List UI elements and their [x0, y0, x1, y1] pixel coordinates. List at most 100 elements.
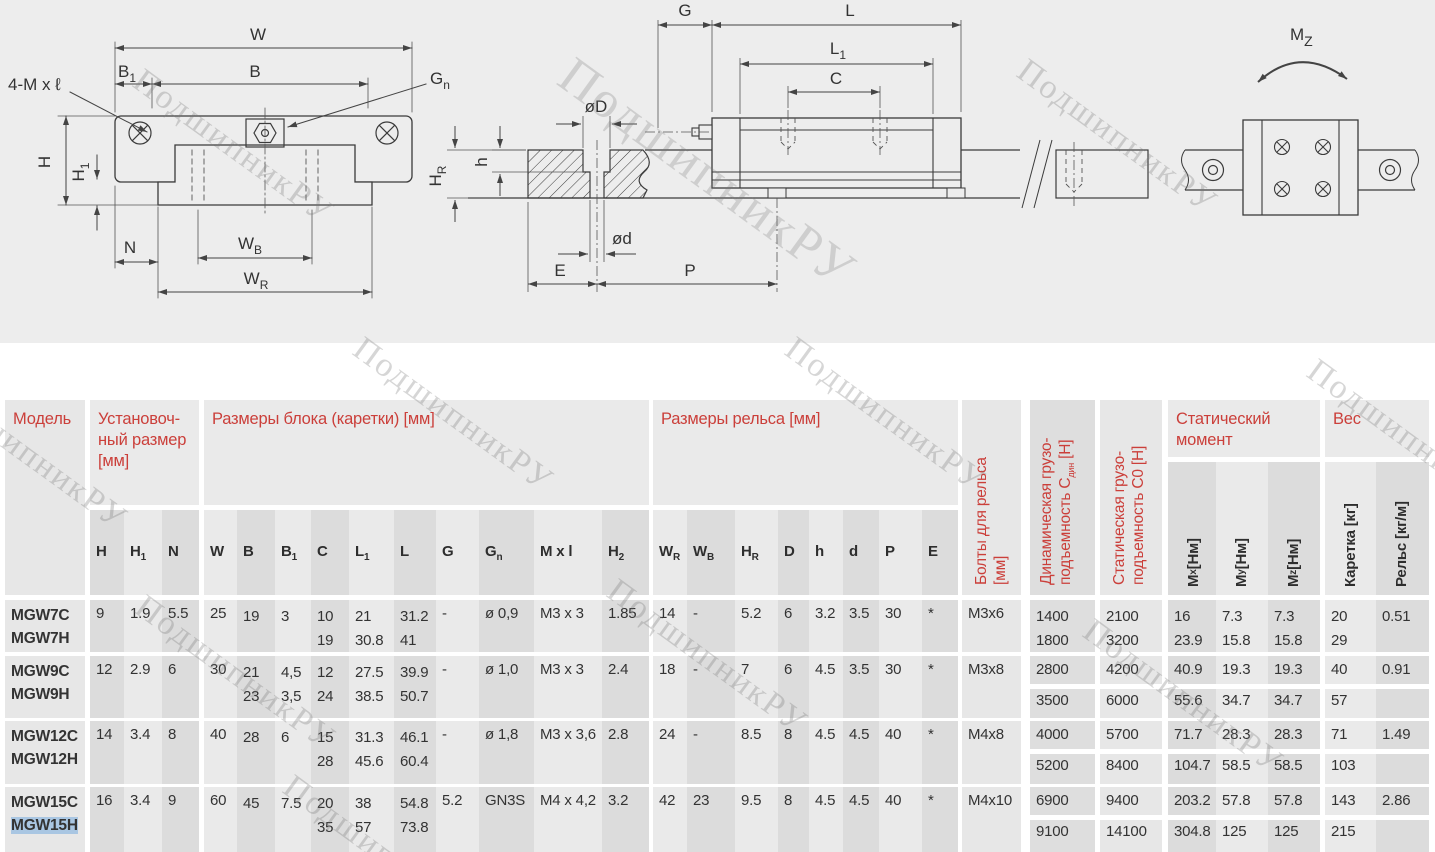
table-row: MGW7C MGW7H 9 1.9 5.5 25 19 3 10 19 21 30.8… — [0, 600, 1435, 652]
plan-view: MZ — [1181, 25, 1419, 216]
table-cell: 40.9 55.6 — [1168, 656, 1216, 718]
table-cell: 19.3 34.7 — [1268, 656, 1320, 718]
col-header-e: E — [922, 510, 958, 595]
table-cell: 40 — [204, 721, 237, 784]
table-cell: 40 57 — [1325, 656, 1376, 718]
table-cell: 23 — [687, 787, 735, 852]
side-view: G L L1 C øD h HR ød E P — [426, 1, 1149, 292]
dim-label-l: L — [845, 1, 854, 20]
table-cell: * — [922, 721, 958, 784]
dim-label-mz: MZ — [1290, 25, 1313, 49]
table-cell: 42 — [653, 787, 687, 852]
table-cell: 28 — [237, 721, 275, 784]
table-cell: * — [922, 600, 958, 652]
table-cell: * — [922, 656, 958, 718]
table-cell: 31.2 41 — [394, 600, 436, 652]
table-cell: M3 x 3 — [534, 656, 602, 718]
table-cell: 38 57 — [349, 787, 394, 852]
table-cell: M4x8 — [962, 721, 1021, 784]
dim-label-b: B — [249, 62, 260, 81]
table-cell: 8.5 — [735, 721, 778, 784]
col-header-rail-weight: Рельс [кг/м] — [1376, 462, 1429, 595]
col-group-moment: Статический момент — [1168, 400, 1320, 457]
table-row: MGW15C MGW15H 16 3.4 9 60 45 7.5 20 35 38 5… — [0, 787, 1435, 852]
table-row: MGW12C MGW12H 14 3.4 8 40 28 6 15 28 31.3 4… — [0, 721, 1435, 784]
col-header-mxl: M x l — [534, 510, 602, 595]
front-view: W B1 B Gn 4-M x ℓ H H1 N WB WR — [8, 25, 450, 299]
dim-label-d-small: ød — [612, 229, 632, 248]
screw-icon — [1273, 138, 1332, 198]
col-header-d: D — [778, 510, 809, 595]
table-cell: 21 23 — [237, 656, 275, 718]
table-cell: M3 x 3 — [534, 600, 602, 652]
table-cell: 9.5 — [735, 787, 778, 852]
table-cell: M3x6 — [962, 600, 1021, 652]
table-cell: 3.2 — [809, 600, 843, 652]
table-cell: 30 — [204, 656, 237, 718]
col-header-b1: B1 — [275, 510, 311, 595]
table-cell: 7.3 15.8 — [1216, 600, 1268, 652]
table-cell: 4.5 — [843, 787, 879, 852]
dim-label-h: H — [35, 156, 54, 168]
table-cell: 24 — [653, 721, 687, 784]
table-cell: 8 — [778, 721, 809, 784]
table-cell: - — [436, 721, 479, 784]
table-cell: 3.2 — [602, 787, 649, 852]
table-cell: 20 29 — [1325, 600, 1376, 652]
table-cell: 7.5 — [275, 787, 311, 852]
table-cell: 8 — [778, 787, 809, 852]
dim-label-screws: 4-M x ℓ — [8, 75, 61, 94]
col-header-b: B — [237, 510, 275, 595]
table-cell: 57.8 125 — [1268, 787, 1320, 852]
table-cell: 6 — [778, 600, 809, 652]
table-cell: 0.51 — [1376, 600, 1429, 652]
col-group-block: Размеры блока (каретки) [мм] — [204, 400, 649, 505]
col-group-rail: Размеры рельса [мм] — [653, 400, 958, 505]
col-group-mount: Установоч- ный размер [мм] — [90, 400, 199, 505]
table-cell: 3.4 — [124, 787, 162, 852]
table-cell: 143 215 — [1325, 787, 1376, 852]
table-cell: 15 28 — [311, 721, 349, 784]
dim-label-c: C — [830, 69, 842, 88]
table-cell: 8 — [162, 721, 199, 784]
table-cell: 5.2 — [735, 600, 778, 652]
col-header-wb: WB — [687, 510, 735, 595]
col-header-gn: Gn — [479, 510, 534, 595]
col-group-c0: Статическая грузо-подъемность С0 [Н] — [1100, 400, 1162, 595]
table-cell: 21 30.8 — [349, 600, 394, 652]
dim-label-l1: L1 — [830, 39, 846, 62]
table-cell: 4.5 — [809, 787, 843, 852]
table-cell: 2100 3200 — [1100, 600, 1162, 652]
table-cell: 9 — [90, 600, 124, 652]
dim-label-p: P — [684, 261, 695, 280]
table-cell: 71.7 104.7 — [1168, 721, 1216, 784]
table-cell: 5.5 — [162, 600, 199, 652]
col-header-l: L — [394, 510, 436, 595]
table-cell: 30 — [879, 656, 922, 718]
dim-label-h1: H1 — [69, 162, 92, 181]
table-cell: ø 1,0 — [479, 656, 534, 718]
table-cell: GN3S — [479, 787, 534, 852]
table-cell: 5700 8400 — [1100, 721, 1162, 784]
dim-label-h-small: h — [472, 157, 491, 166]
model-cell: MGW9C MGW9H — [5, 656, 85, 718]
table-cell: 57.8 125 — [1216, 787, 1268, 852]
col-group-cdyn: Динамическая грузо- подъемность Сдин [Н] — [1030, 400, 1095, 595]
table-cell: 10 19 — [311, 600, 349, 652]
table-cell: 12 — [90, 656, 124, 718]
table-cell: 20 35 — [311, 787, 349, 852]
table-cell: 28.3 58.5 — [1216, 721, 1268, 784]
col-header-h-small: h — [809, 510, 843, 595]
table-header: Модель Установоч- ный размер [мм] Размер… — [0, 400, 1435, 595]
table-cell: 3 — [275, 600, 311, 652]
col-header-w: W — [204, 510, 237, 595]
table-cell: 1.49 — [1376, 721, 1429, 784]
table-cell: 2.8 — [602, 721, 649, 784]
dim-label-g: G — [678, 1, 691, 20]
linear-guide-drawing: W B1 B Gn 4-M x ℓ H H1 N WB WR — [8, 1, 1419, 299]
col-header-h1: H1 — [124, 510, 162, 595]
table-cell: M4x10 — [962, 787, 1021, 852]
table-cell: 27.5 38.5 — [349, 656, 394, 718]
